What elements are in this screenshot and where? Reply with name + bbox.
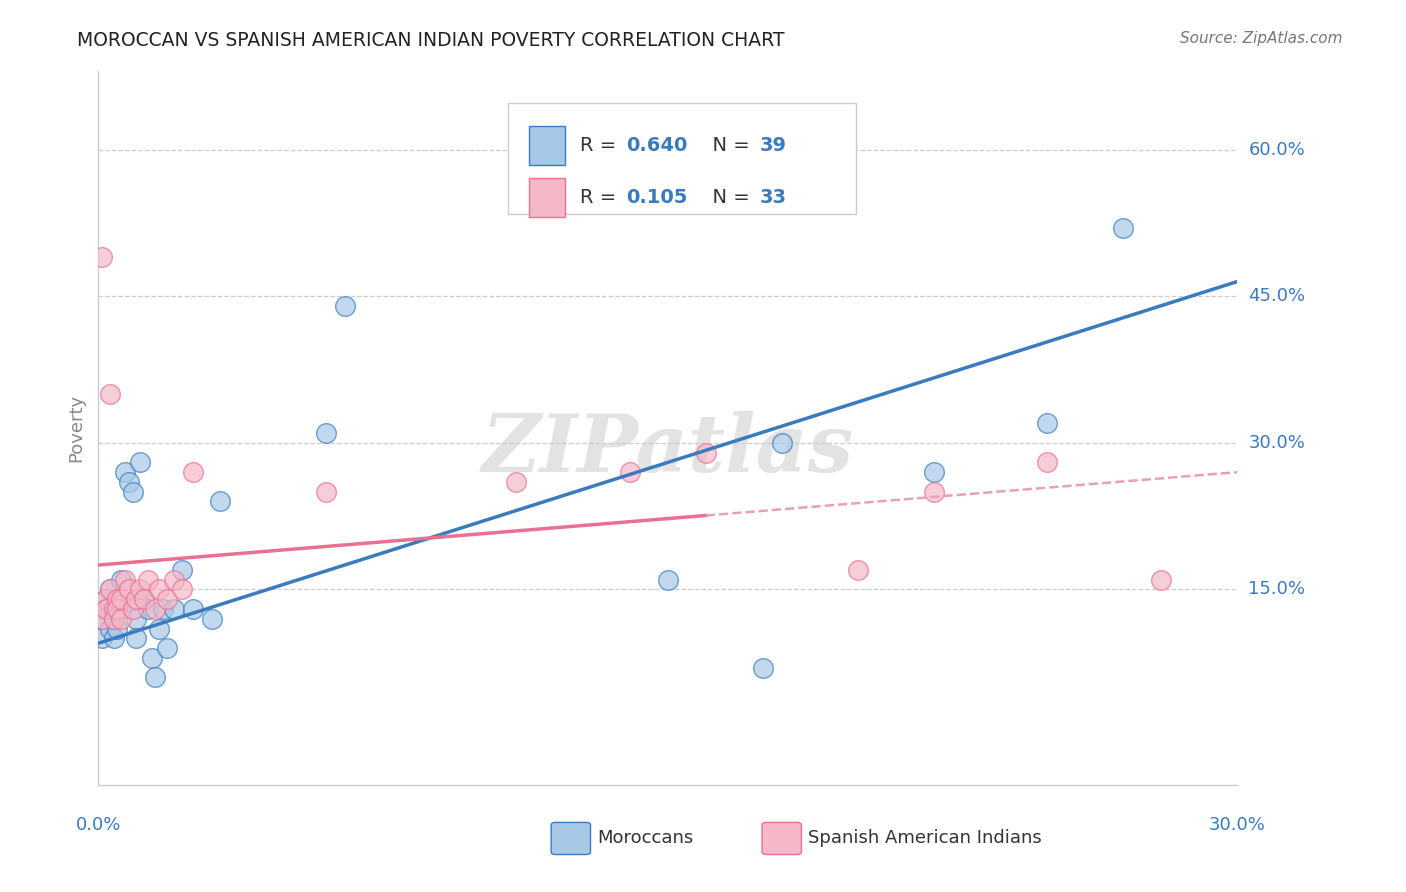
Point [94, 602, 117, 616]
Point [98, 582, 121, 597]
Text: 0.640: 0.640 [626, 136, 688, 155]
Point [114, 465, 136, 479]
Point [695, 445, 717, 459]
Point [94, 592, 117, 607]
Point [98, 622, 121, 636]
Point [91, 612, 114, 626]
Point [91, 612, 114, 626]
Point [107, 592, 129, 607]
Point [505, 475, 527, 489]
Point [103, 602, 125, 616]
Text: 30.0%: 30.0% [1249, 434, 1305, 452]
Point [141, 651, 163, 665]
Point [129, 582, 152, 597]
Point [103, 612, 125, 626]
Point [118, 475, 141, 489]
Point [107, 592, 129, 607]
Point [170, 582, 193, 597]
Point [619, 465, 641, 479]
Text: R =: R = [581, 136, 623, 155]
Point [183, 602, 205, 616]
Point [152, 602, 174, 616]
Point [125, 592, 148, 607]
Text: MOROCCAN VS SPANISH AMERICAN INDIAN POVERTY CORRELATION CHART: MOROCCAN VS SPANISH AMERICAN INDIAN POVE… [77, 31, 785, 50]
Point [114, 573, 136, 587]
Point [125, 612, 148, 626]
Point [163, 602, 186, 616]
Text: 60.0%: 60.0% [1249, 141, 1305, 159]
Point [136, 602, 159, 616]
Point [657, 573, 679, 587]
Point [156, 641, 179, 656]
Point [156, 592, 179, 607]
Point [201, 612, 224, 626]
Point [315, 425, 337, 440]
Point [132, 592, 155, 607]
Bar [509, 103, 856, 214]
Point [91, 632, 114, 646]
Point [121, 602, 143, 616]
Text: 33: 33 [761, 188, 787, 207]
Point [94, 602, 117, 616]
Point [118, 582, 141, 597]
Text: Source: ZipAtlas.com: Source: ZipAtlas.com [1180, 31, 1343, 46]
Point [107, 602, 129, 616]
Point [148, 622, 170, 636]
Point [98, 582, 121, 597]
Point [1036, 455, 1059, 469]
Point [107, 602, 129, 616]
Point [110, 602, 132, 616]
Point [1112, 220, 1135, 235]
Point [145, 670, 167, 684]
Point [1036, 417, 1059, 431]
Point [125, 632, 148, 646]
Text: Spanish American Indians: Spanish American Indians [808, 830, 1042, 847]
Point [148, 582, 170, 597]
Point [91, 250, 114, 264]
Point [107, 622, 129, 636]
Point [922, 484, 945, 499]
Point [98, 387, 121, 401]
Point [129, 455, 152, 469]
Point [136, 573, 159, 587]
Point [121, 484, 143, 499]
Text: ZIPatlas: ZIPatlas [482, 411, 853, 488]
Text: 0.0%: 0.0% [76, 815, 121, 833]
Text: 45.0%: 45.0% [1249, 287, 1306, 305]
Point [103, 612, 125, 626]
Point [145, 602, 167, 616]
Point [335, 299, 357, 313]
Text: 39: 39 [761, 136, 787, 155]
Point [752, 660, 775, 674]
Text: Moroccans: Moroccans [598, 830, 693, 847]
Point [170, 563, 193, 577]
Bar [529, 126, 565, 165]
Text: 15.0%: 15.0% [1249, 581, 1305, 599]
Point [315, 484, 337, 499]
Text: 30.0%: 30.0% [1209, 815, 1265, 833]
Point [208, 494, 231, 508]
Point [183, 465, 205, 479]
Point [110, 592, 132, 607]
Point [846, 563, 869, 577]
Point [922, 465, 945, 479]
Point [103, 632, 125, 646]
Point [163, 573, 186, 587]
Text: R =: R = [581, 188, 623, 207]
Text: 0.105: 0.105 [626, 188, 688, 207]
Bar [529, 178, 565, 217]
Point [110, 573, 132, 587]
Y-axis label: Poverty: Poverty [67, 394, 86, 462]
Text: N =: N = [700, 188, 756, 207]
Point [132, 592, 155, 607]
Text: N =: N = [700, 136, 756, 155]
Point [110, 612, 132, 626]
Point [1150, 573, 1173, 587]
Point [770, 435, 793, 450]
Point [94, 592, 117, 607]
